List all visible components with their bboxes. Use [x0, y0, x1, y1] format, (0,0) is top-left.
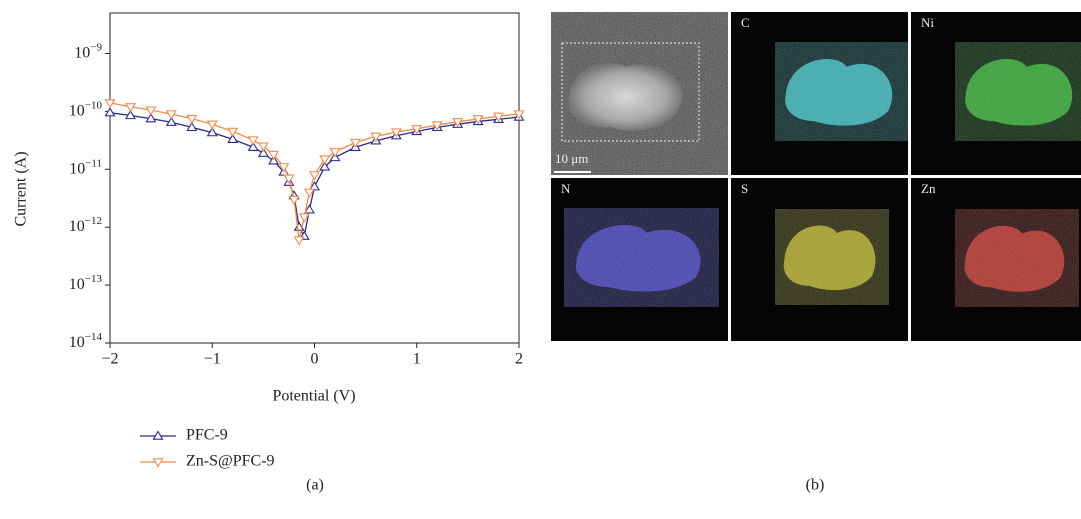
map-noise: [775, 42, 908, 141]
marker: [186, 114, 198, 125]
x-tick-label: 1: [413, 351, 421, 368]
marker: [104, 107, 116, 117]
marker: [124, 103, 136, 113]
marker: [283, 174, 295, 184]
selection-box: [561, 42, 700, 142]
marker: [303, 188, 315, 198]
marker: [319, 155, 331, 165]
y-tick-label: 10−9: [74, 41, 102, 61]
marker: [309, 181, 320, 191]
x-tick-label: 2: [515, 351, 523, 368]
y-tick-label: 10−13: [69, 273, 103, 293]
marker: [227, 133, 239, 143]
marker: [247, 141, 259, 151]
y-tick-label: 10−14: [69, 331, 103, 351]
marker: [293, 236, 305, 246]
marker: [309, 171, 320, 181]
marker: [472, 115, 484, 125]
element-label: C: [741, 15, 750, 30]
marker: [257, 147, 269, 157]
marker: [206, 120, 218, 130]
marker: [288, 195, 300, 206]
marker: [452, 118, 464, 128]
scale-bar-label: 10 μm: [555, 151, 588, 166]
series-line: [109, 112, 520, 239]
marker: [278, 163, 290, 173]
legend-label: PFC-9: [186, 427, 228, 444]
marker: [370, 132, 382, 142]
element-label: S: [741, 181, 748, 196]
map-noise: [775, 209, 889, 305]
image-panel: (b) 10 μm C Ni N S Zn: [551, 12, 1081, 494]
series-line: [109, 102, 520, 241]
sem-particle: [568, 63, 683, 131]
marker: [257, 142, 269, 152]
marker: [268, 155, 280, 165]
marker: [329, 148, 341, 158]
marker: [165, 116, 177, 126]
y-tick-label: 10−12: [69, 215, 102, 235]
marker: [104, 99, 116, 109]
marker: [124, 109, 136, 120]
element-label: Zn: [921, 181, 936, 196]
marker: [319, 161, 331, 171]
x-axis-label: Potential (V): [272, 388, 355, 405]
marker: [227, 127, 239, 138]
map-noise: [955, 42, 1081, 141]
x-tick-label: 0: [311, 351, 319, 368]
legend-marker: [152, 430, 164, 440]
y-tick-label: 10−10: [69, 99, 103, 119]
marker: [298, 213, 310, 223]
legend-marker: [152, 458, 164, 468]
legend-label: Zn-S@PFC-9: [186, 453, 275, 470]
marker: [145, 113, 157, 123]
marker: [411, 125, 423, 135]
marker: [303, 204, 315, 214]
y-axis-label: Current (A): [13, 151, 30, 226]
map-noise: [564, 208, 719, 307]
x-tick-label: −1: [204, 351, 221, 368]
map-noise: [955, 209, 1079, 307]
marker: [206, 127, 218, 137]
marker: [390, 128, 402, 138]
marker: [513, 110, 525, 120]
element-label: N: [561, 181, 571, 196]
x-tick-label: −2: [101, 351, 118, 368]
y-tick-label: 10−11: [69, 157, 102, 177]
marker: [145, 106, 157, 116]
marker: [493, 112, 505, 122]
element-label: Ni: [921, 15, 934, 30]
chart-a: Current (A) Potential (V) (a) 10−14 10−13…: [13, 12, 525, 494]
marker: [431, 121, 443, 131]
panel-label: (a): [306, 477, 324, 494]
marker: [247, 136, 259, 146]
marker: [268, 150, 280, 161]
marker: [349, 138, 361, 149]
marker: [186, 121, 198, 132]
marker: [165, 110, 177, 120]
panel-label: (b): [806, 477, 825, 494]
